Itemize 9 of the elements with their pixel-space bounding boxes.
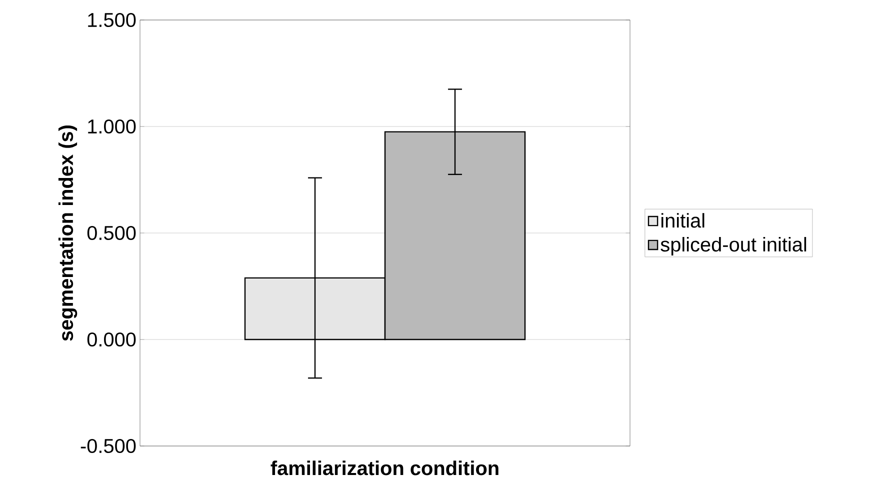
y-tick-label: -0.500 — [80, 438, 136, 454]
y-tick-label: 1.000 — [88, 119, 136, 134]
legend-label: spliced-out initial — [660, 236, 806, 256]
y-axis-title: segmentation index (s) — [58, 126, 78, 341]
y-tick-label: 0.000 — [87, 332, 136, 347]
y-tick-label: 0.500 — [87, 226, 136, 240]
legend-label: initial — [661, 213, 704, 228]
x-axis-title: familiarization condition — [270, 460, 498, 476]
y-tick-label: 1.500 — [88, 12, 136, 28]
